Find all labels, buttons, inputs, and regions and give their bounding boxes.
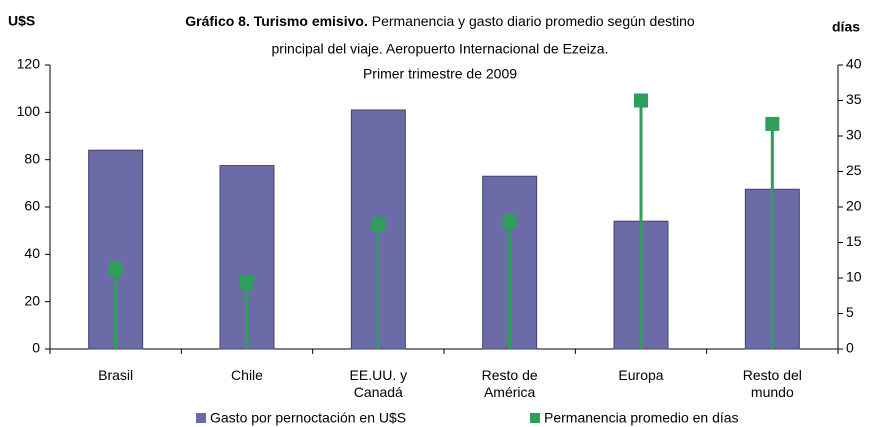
- y-tick-label: 40: [24, 245, 40, 261]
- y2-tick-label: 20: [846, 198, 862, 214]
- x-tick-label: Brasil: [98, 367, 134, 383]
- x-tick-label: Resto de América: [481, 367, 538, 400]
- legend-swatch: [196, 413, 206, 423]
- stem-marker: [108, 261, 123, 276]
- y2-tick-label: 25: [846, 162, 862, 178]
- y2-tick-label: 10: [846, 269, 862, 285]
- chart-title: Gráfico 8. Turismo emisivo.: [185, 13, 368, 29]
- chart-subtitle: principal del viaje. Aeropuerto Internac…: [272, 41, 609, 57]
- title-line: Gráfico 8. Turismo emisivo. Permanencia …: [185, 13, 695, 29]
- x-tick-label: Europa: [618, 367, 664, 383]
- y-axis-label: U$S: [8, 13, 35, 29]
- y2-tick-label: 15: [846, 233, 862, 249]
- chart-subtitle: Primer trimestre de 2009: [363, 66, 517, 82]
- legend-label: Permanencia promedio en días: [544, 410, 739, 426]
- y2-tick-label: 30: [846, 127, 862, 143]
- stem-marker: [634, 93, 648, 108]
- y-tick-label: 60: [24, 198, 40, 214]
- chart-subtitle: Permanencia y gasto diario promedio segú…: [372, 13, 695, 29]
- y2-tick-label: 40: [846, 56, 862, 72]
- y2-tick-label: 35: [846, 91, 862, 107]
- y2-tick-label: 5: [846, 304, 854, 320]
- y-tick-label: 120: [17, 56, 41, 72]
- stem-marker: [240, 275, 254, 290]
- stem-marker: [765, 116, 780, 131]
- legend-swatch: [530, 413, 540, 423]
- y-tick-label: 100: [17, 103, 41, 119]
- x-tick-label: EE.UU. y Canadá: [349, 367, 408, 400]
- x-tick-label: Chile: [231, 367, 263, 383]
- y2-axis-label: días: [832, 19, 860, 35]
- y-tick-label: 0: [32, 340, 40, 356]
- y-tick-label: 80: [24, 150, 40, 166]
- stem-marker: [502, 214, 517, 229]
- stem-marker: [371, 217, 386, 232]
- x-tick-label: Resto del mundo: [742, 367, 802, 400]
- y-tick-label: 20: [24, 292, 40, 308]
- legend-label: Gasto por pernoctación en U$S: [210, 410, 406, 426]
- y2-tick-label: 0: [846, 340, 854, 356]
